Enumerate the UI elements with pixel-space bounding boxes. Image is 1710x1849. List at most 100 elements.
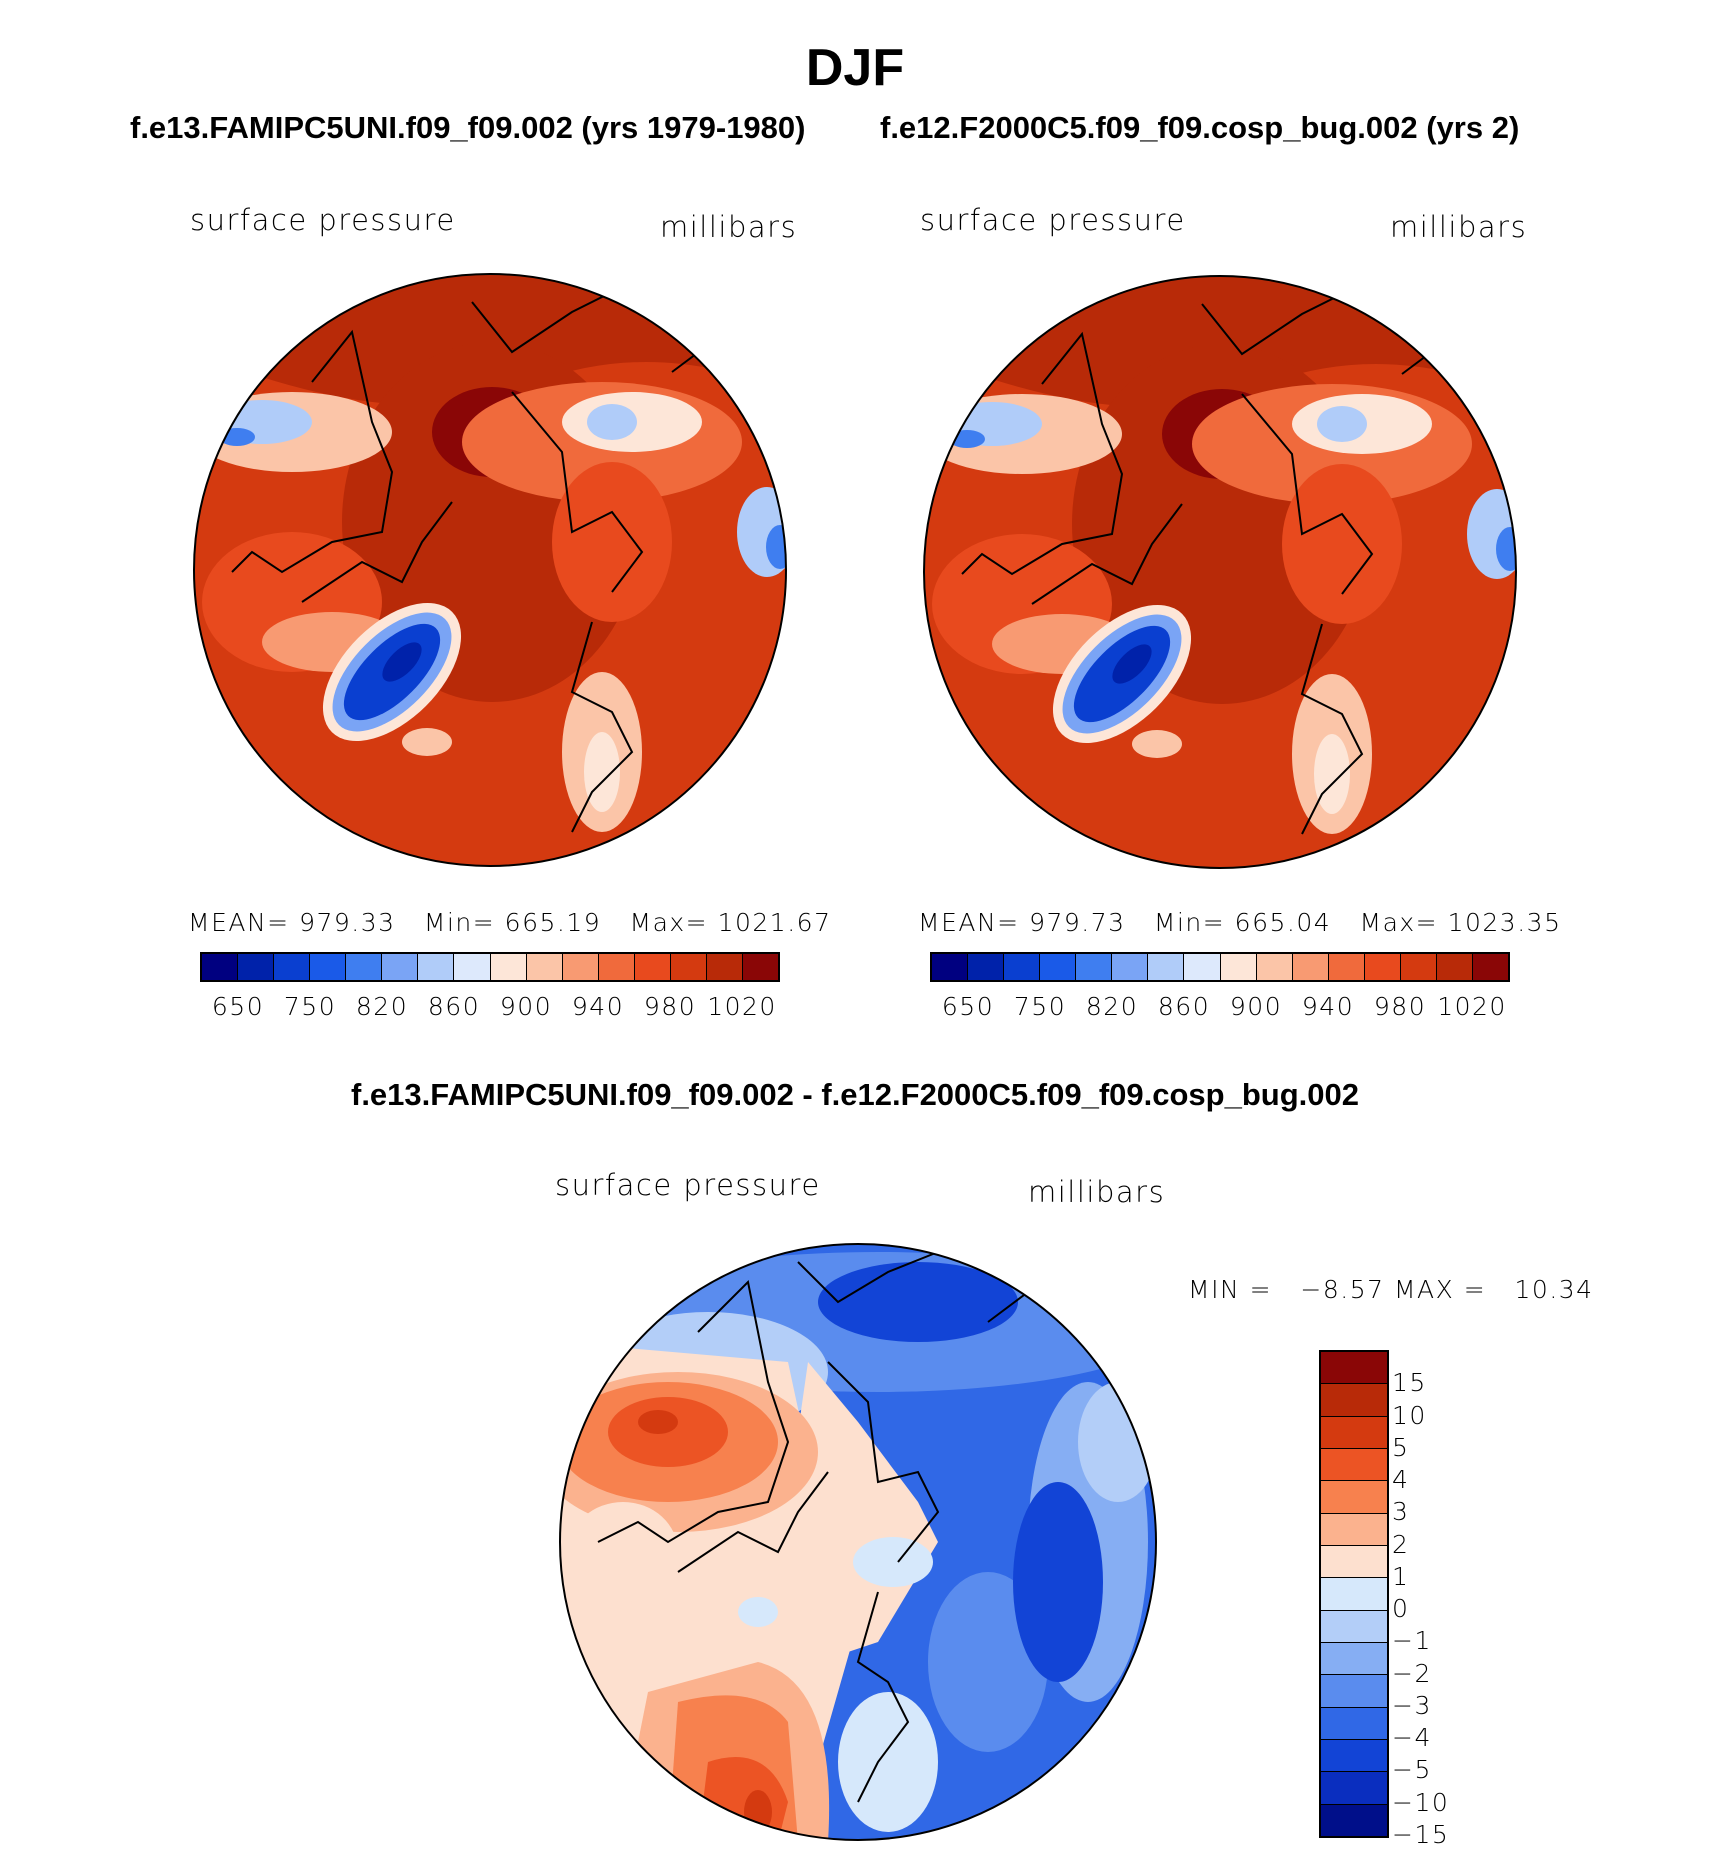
- diff-polar-map: [558, 1242, 1158, 1842]
- right-stats: MEAN= 979.73 Min= 665.04 Max= 1023.35: [918, 908, 1562, 937]
- colorbar-tick-label: 15: [1392, 1368, 1427, 1398]
- colorbar-swatch: [706, 954, 743, 980]
- right-variable-label: surface pressure: [920, 203, 1186, 237]
- colorbar-swatch: [670, 954, 707, 980]
- colorbar-tick-label: −4: [1392, 1723, 1432, 1753]
- colorbar-tick-label: 1020: [707, 992, 777, 1021]
- colorbar-tick-label: −15: [1392, 1820, 1450, 1849]
- colorbar-tick-label: 820: [1085, 992, 1139, 1021]
- colorbar-tick-label: 1: [1392, 1561, 1410, 1591]
- colorbar-swatch: [1321, 1675, 1387, 1708]
- main-title: DJF: [805, 39, 905, 97]
- diff-minmax: MIN = −8.57 MAX = 10.34: [1188, 1275, 1594, 1304]
- colorbar-swatch: [1321, 1739, 1387, 1773]
- colorbar-tick-label: 650: [211, 992, 265, 1021]
- colorbar-swatch: [1292, 954, 1329, 980]
- colorbar-swatch: [1321, 1578, 1387, 1611]
- colorbar-tick-label: −3: [1392, 1690, 1432, 1720]
- colorbar-tick-label: 750: [283, 992, 337, 1021]
- colorbar-tick-label: 860: [1157, 992, 1211, 1021]
- colorbar-tick-label: 4: [1392, 1465, 1410, 1495]
- colorbar-swatch: [346, 954, 383, 980]
- right-map-svg: [923, 275, 1517, 869]
- right-polar-map: [922, 274, 1518, 870]
- colorbar-swatch: [1112, 954, 1149, 980]
- colorbar-swatch: [310, 954, 347, 980]
- left-colorbar: [200, 952, 780, 982]
- colorbar-swatch: [1321, 1610, 1387, 1643]
- colorbar-tick-label: −1: [1392, 1626, 1432, 1656]
- colorbar-swatch: [274, 954, 311, 980]
- colorbar-swatch: [1256, 954, 1293, 980]
- colorbar-tick-label: 820: [355, 992, 409, 1021]
- left-map-svg: [193, 273, 787, 867]
- colorbar-swatch: [1436, 954, 1473, 980]
- left-polar-map: [192, 272, 788, 868]
- colorbar-swatch: [562, 954, 599, 980]
- colorbar-swatch: [968, 954, 1005, 980]
- right-colorbar: [930, 952, 1510, 982]
- diff-units-label: millibars: [1028, 1175, 1166, 1209]
- colorbar-swatch: [1321, 1804, 1387, 1836]
- colorbar-tick-label: 2: [1392, 1529, 1410, 1559]
- colorbar-tick-label: −10: [1392, 1787, 1450, 1817]
- colorbar-swatch: [1328, 954, 1365, 980]
- colorbar-tick-label: 980: [1373, 992, 1427, 1021]
- colorbar-swatch: [418, 954, 455, 980]
- diff-map-svg: [559, 1243, 1157, 1841]
- colorbar-tick-label: 5: [1392, 1432, 1410, 1462]
- colorbar-swatch: [1472, 954, 1508, 980]
- diff-colorbar-ticks: 15 10 5 4 3 2 1 0 −1 −2 −3 −4 −5 −10 −15: [1392, 1350, 1482, 1849]
- colorbar-tick-label: 750: [1013, 992, 1067, 1021]
- colorbar-swatch: [1321, 1642, 1387, 1676]
- colorbar-tick-label: 1020: [1437, 992, 1507, 1021]
- colorbar-tick-label: 940: [1301, 992, 1355, 1021]
- colorbar-tick-label: 980: [643, 992, 697, 1021]
- colorbar-tick-label: 940: [571, 992, 625, 1021]
- right-colorbar-ticks: 650 750 820 860 900 940 980 1020: [932, 992, 1508, 1022]
- colorbar-swatch: [1321, 1481, 1387, 1514]
- colorbar-swatch: [202, 954, 239, 980]
- colorbar-tick-label: 0: [1392, 1594, 1410, 1624]
- diff-colorbar: [1319, 1350, 1389, 1838]
- colorbar-swatch: [932, 954, 969, 980]
- colorbar-tick-label: 650: [941, 992, 995, 1021]
- colorbar-swatch: [454, 954, 491, 980]
- colorbar-swatch: [1321, 1352, 1387, 1385]
- right-units-label: millibars: [1390, 210, 1528, 244]
- colorbar-swatch: [742, 954, 778, 980]
- colorbar-swatch: [1321, 1448, 1387, 1482]
- colorbar-swatch: [238, 954, 275, 980]
- colorbar-tick-label: −2: [1392, 1658, 1432, 1688]
- colorbar-swatch: [1220, 954, 1257, 980]
- colorbar-swatch: [634, 954, 671, 980]
- colorbar-swatch: [382, 954, 419, 980]
- colorbar-swatch: [1321, 1416, 1387, 1449]
- colorbar-swatch: [526, 954, 563, 980]
- colorbar-swatch: [1076, 954, 1113, 980]
- colorbar-swatch: [1321, 1707, 1387, 1740]
- colorbar-swatch: [1184, 954, 1221, 980]
- left-case-title: f.e13.FAMIPC5UNI.f09_f09.002 (yrs 1979-1…: [130, 110, 806, 145]
- colorbar-swatch: [1321, 1545, 1387, 1579]
- left-units-label: millibars: [660, 210, 798, 244]
- colorbar-swatch: [1004, 954, 1041, 980]
- colorbar-tick-label: 3: [1392, 1497, 1410, 1527]
- colorbar-tick-label: 900: [1229, 992, 1283, 1021]
- colorbar-swatch: [1321, 1772, 1387, 1805]
- right-case-title: f.e12.F2000C5.f09_f09.cosp_bug.002 (yrs …: [880, 110, 1520, 145]
- colorbar-swatch: [1364, 954, 1401, 980]
- colorbar-swatch: [1400, 954, 1437, 980]
- colorbar-swatch: [598, 954, 635, 980]
- colorbar-swatch: [490, 954, 527, 980]
- colorbar-swatch: [1040, 954, 1077, 980]
- colorbar-tick-label: 860: [427, 992, 481, 1021]
- diff-variable-label: surface pressure: [555, 1168, 821, 1202]
- difference-title: f.e13.FAMIPC5UNI.f09_f09.002 - f.e12.F20…: [351, 1077, 1359, 1112]
- colorbar-swatch: [1148, 954, 1185, 980]
- colorbar-swatch: [1321, 1513, 1387, 1546]
- colorbar-tick-label: 10: [1392, 1400, 1427, 1430]
- left-colorbar-ticks: 650 750 820 860 900 940 980 1020: [202, 992, 778, 1022]
- left-stats: MEAN= 979.33 Min= 665.19 Max= 1021.67: [188, 908, 832, 937]
- colorbar-swatch: [1321, 1384, 1387, 1417]
